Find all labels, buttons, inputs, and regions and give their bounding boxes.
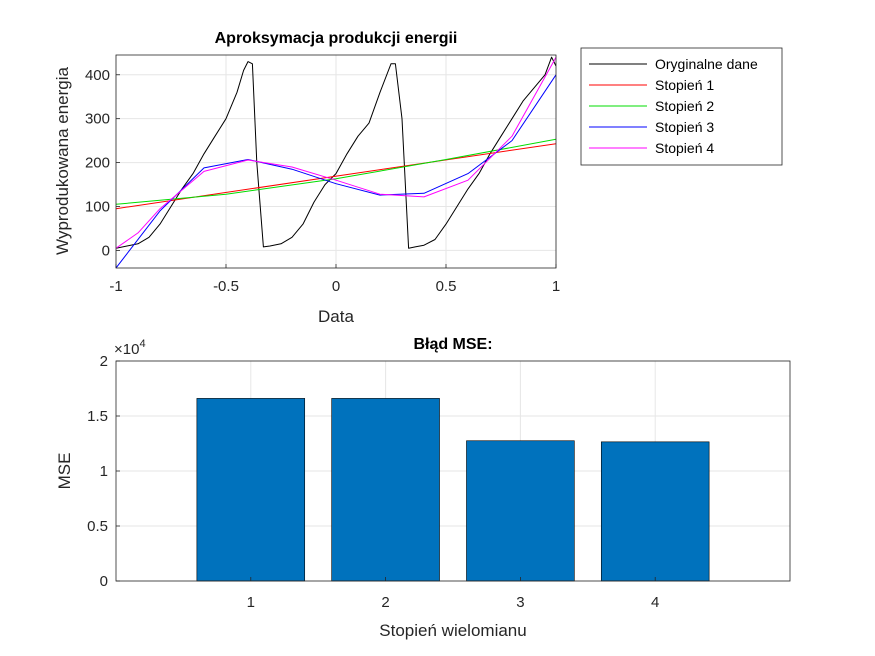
line-y-tick-label: 100 — [85, 199, 110, 216]
bar-ticks: 0 0.5 1 1.5 2 1 2 3 4 — [87, 353, 659, 611]
line-x-tick-label: -1 — [109, 278, 122, 295]
bar-x-axis-label: Stopień wielomianu — [379, 621, 526, 640]
line-chart-title: Aproksymacja produkcji energii — [215, 30, 458, 47]
bar-y-tick-label: 1.5 — [87, 408, 108, 425]
line-y-axis-label: Wyprodukowana energia — [53, 67, 72, 255]
bar-chart-title: Błąd MSE: — [413, 336, 492, 353]
line-chart-panel: -1 -0.5 0 0.5 1 0 100 200 300 400 Aproksymacja pr… — [53, 30, 783, 326]
bar-y-tick-label: 0.5 — [87, 518, 108, 535]
line-grid — [115, 55, 557, 268]
line-y-tick-label: 300 — [85, 111, 110, 128]
line-x-axis-label: Data — [318, 307, 354, 326]
line-y-tick-label: 200 — [85, 155, 110, 172]
line-ticks: -1 -0.5 0 0.5 1 0 100 200 300 400 — [85, 67, 560, 295]
bar-chart-panel: 0 0.5 1 1.5 2 1 2 3 4 Błąd MSE: Stopień wielomia… — [55, 336, 791, 640]
series-line-4 — [116, 74, 556, 268]
line-y-tick-label: 400 — [85, 67, 110, 84]
bar — [600, 441, 710, 582]
bar-series-group — [196, 398, 710, 582]
bar-x-tick-label: 4 — [651, 594, 659, 611]
line-x-tick-label: -0.5 — [213, 278, 239, 295]
bar-y-tick-label: 0 — [100, 573, 108, 590]
series-line-5 — [116, 56, 556, 249]
legend-label: Stopień 3 — [655, 119, 714, 135]
bar-x-tick-label: 1 — [247, 594, 255, 611]
bar-y-tick-label: 1 — [100, 463, 108, 480]
bar-y-exponent: ×104 — [114, 338, 146, 358]
line-x-tick-label: 1 — [552, 278, 560, 295]
legend-label: Stopień 4 — [655, 140, 714, 156]
legend-label: Stopień 1 — [655, 77, 714, 93]
legend-label: Stopień 2 — [655, 98, 714, 114]
bar — [466, 440, 575, 582]
bar — [331, 398, 440, 582]
line-y-tick-label: 0 — [102, 242, 110, 259]
bar — [196, 398, 306, 582]
line-x-tick-label: 0 — [332, 278, 340, 295]
legend-label: Oryginalne dane — [655, 56, 758, 72]
bar-x-tick-label: 3 — [516, 594, 524, 611]
legend-items: Oryginalne dane Stopień 1 Stopień 2 Stopień… — [589, 56, 758, 156]
line-series-group — [116, 56, 556, 268]
bar-y-axis-label: MSE — [55, 453, 74, 490]
bar-x-tick-label: 2 — [381, 594, 389, 611]
legend: Oryginalne dane Stopień 1 Stopień 2 Stopień… — [580, 47, 783, 166]
bar-y-tick-label: 2 — [100, 353, 108, 370]
line-x-tick-label: 0.5 — [436, 278, 457, 295]
series-line-1 — [116, 56, 556, 249]
series-line-3 — [116, 138, 556, 205]
